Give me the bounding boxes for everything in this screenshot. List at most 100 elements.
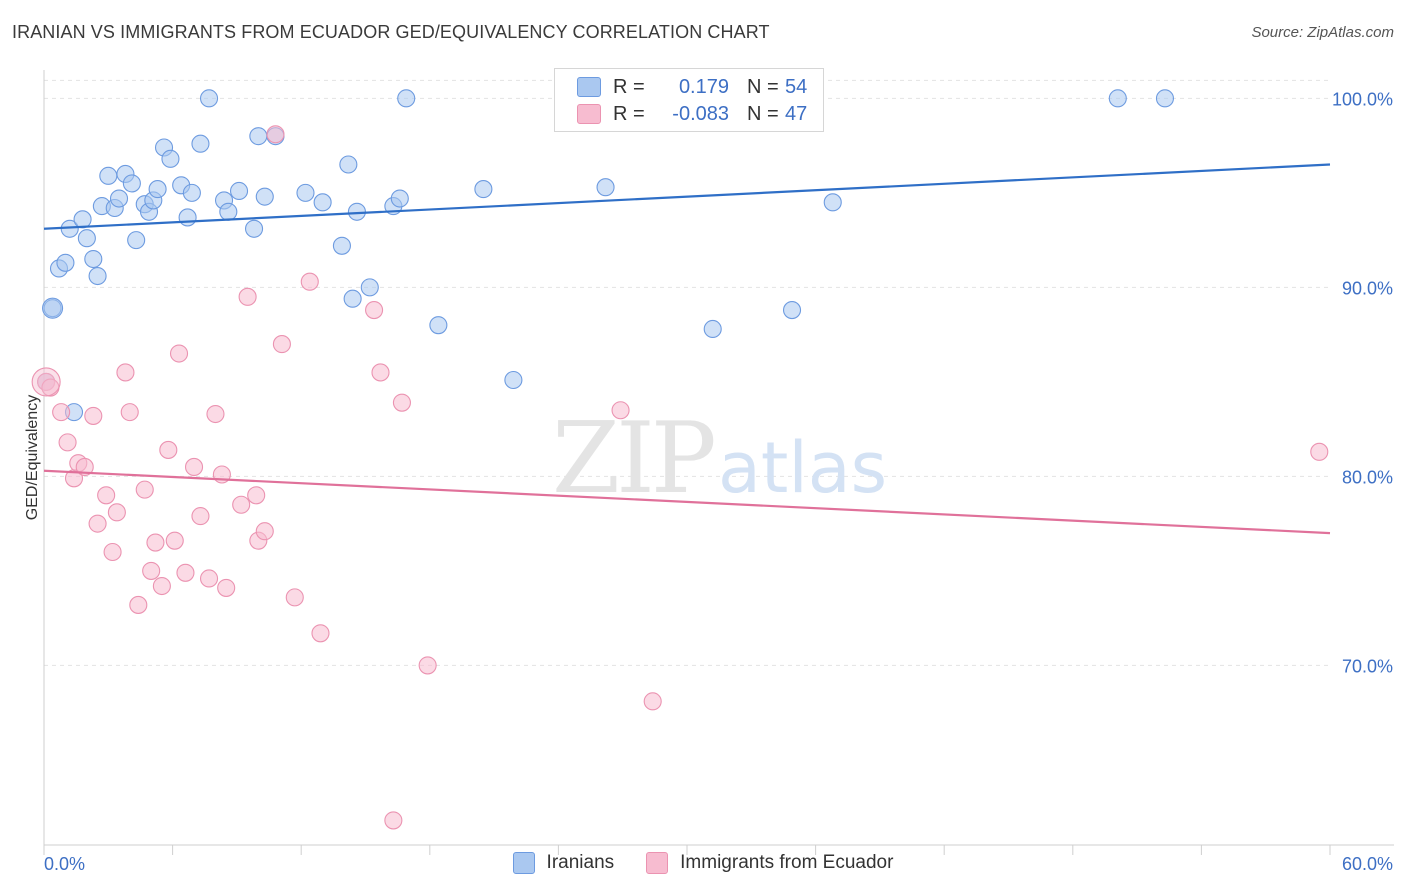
iranians-point: [127, 231, 146, 250]
ecuador-legend-label: Immigrants from Ecuador: [680, 852, 894, 873]
ecuador-point: [217, 578, 236, 597]
iranians-point: [219, 202, 238, 221]
iranians-point: [73, 210, 92, 229]
ecuador-point: [84, 406, 103, 425]
y-axis-label: GED/Equivalency: [24, 395, 41, 520]
y-tick-label: 90.0%: [1342, 278, 1393, 298]
iranians-point: [782, 301, 802, 320]
ecuador-point: [129, 595, 148, 614]
iranians-point: [343, 289, 362, 308]
ecuador-point: [384, 811, 403, 830]
x-tick-label-min: 0.0%: [44, 854, 85, 874]
ecuador-point: [311, 624, 330, 643]
iranians-point: [1155, 89, 1175, 108]
iranians-n-value: 54: [785, 75, 808, 98]
ecuador-point: [199, 569, 219, 588]
iranians-point: [823, 193, 842, 212]
iranians-point: [429, 316, 448, 335]
ecuador-point: [300, 272, 319, 291]
iranians-point: [199, 89, 219, 108]
legend-item-iranians: Iranians: [512, 852, 615, 874]
ecuador-point: [272, 335, 291, 354]
n-label: N =: [747, 102, 779, 125]
iranians-point: [178, 208, 197, 227]
ecuador-point: [142, 561, 161, 580]
ecuador-r-value: -0.083: [672, 102, 729, 125]
y-tick-label: 100.0%: [1332, 89, 1393, 109]
ecuador-point: [165, 531, 184, 550]
legend-row-iranians: R = 0.179 N = 54: [577, 74, 807, 100]
iranians-point: [229, 181, 249, 201]
ecuador-point: [418, 656, 437, 675]
source-label: Source: ZipAtlas.com: [1251, 24, 1394, 41]
iranians-point: [296, 183, 315, 202]
ecuador-point: [1310, 442, 1329, 461]
ecuador-point: [159, 440, 178, 459]
iranians-legend-label: Iranians: [546, 852, 615, 873]
iranians-point: [313, 193, 332, 212]
ecuador-point: [184, 457, 204, 477]
ecuador-point: [88, 514, 107, 533]
ecuador-point: [247, 486, 266, 505]
ecuador-point: [365, 301, 384, 320]
stats-legend: R = 0.179 N = 54 R = -0.083 N = 47: [554, 68, 824, 132]
ecuador-point: [103, 542, 122, 562]
iranians-trend-line: [43, 163, 1331, 230]
legend-item-ecuador: Immigrants from Ecuador: [646, 852, 893, 874]
iranians-point: [182, 183, 201, 202]
ecuador-point: [266, 125, 285, 144]
iranians-point: [474, 180, 493, 199]
iranians-point: [99, 166, 118, 185]
iranians-point: [191, 134, 210, 153]
iranians-swatch: [577, 77, 601, 97]
ecuador-point: [116, 363, 135, 382]
r-label: R =: [613, 102, 645, 125]
ecuador-point: [643, 692, 662, 711]
ecuador-point: [392, 393, 411, 412]
series-legend: Iranians Immigrants from Ecuador: [0, 852, 1406, 874]
iranians-point: [339, 155, 358, 174]
iranians-point: [390, 189, 409, 208]
ecuador-point: [285, 588, 304, 607]
iranians-point: [360, 278, 379, 297]
n-label: N =: [747, 75, 779, 98]
ecuador-point: [75, 457, 94, 477]
iranians-point: [504, 370, 523, 390]
x-tick-label-max: 60.0%: [1342, 854, 1393, 874]
ecuador-trend-line: [43, 469, 1331, 535]
iranians-point: [249, 127, 268, 146]
iranians-point: [332, 236, 351, 255]
iranians-point: [77, 229, 96, 248]
ecuador-point: [107, 503, 126, 522]
ecuador-point: [255, 522, 274, 541]
ecuador-point: [146, 533, 165, 552]
ecuador-point: [135, 480, 154, 499]
ecuador-point: [611, 401, 630, 420]
ecuador-point: [31, 367, 61, 397]
ecuador-point: [52, 403, 71, 422]
iranians-legend-swatch: [512, 852, 535, 874]
ecuador-point: [120, 403, 139, 422]
ecuador-swatch: [577, 104, 601, 124]
iranians-point: [84, 249, 103, 269]
ecuador-point: [206, 404, 225, 424]
y-tick-label: 70.0%: [1342, 656, 1393, 676]
iranians-point: [255, 187, 274, 206]
ecuador-point: [97, 486, 116, 505]
y-tick-label: 80.0%: [1342, 467, 1393, 487]
ecuador-point: [371, 363, 390, 382]
iranians-point: [244, 219, 264, 238]
iranians-point: [703, 319, 722, 339]
iranians-r-value: 0.179: [678, 75, 729, 98]
iranians-point: [109, 189, 129, 208]
ecuador-point: [232, 495, 251, 514]
iranians-point: [56, 253, 75, 272]
iranians-point: [397, 89, 416, 108]
iranians-point: [88, 266, 107, 286]
iranians-point: [161, 149, 180, 168]
iranians-point: [1108, 89, 1127, 108]
ecuador-point: [176, 563, 195, 582]
iranians-point: [122, 174, 141, 193]
watermark-atlas: atlas: [718, 427, 887, 509]
